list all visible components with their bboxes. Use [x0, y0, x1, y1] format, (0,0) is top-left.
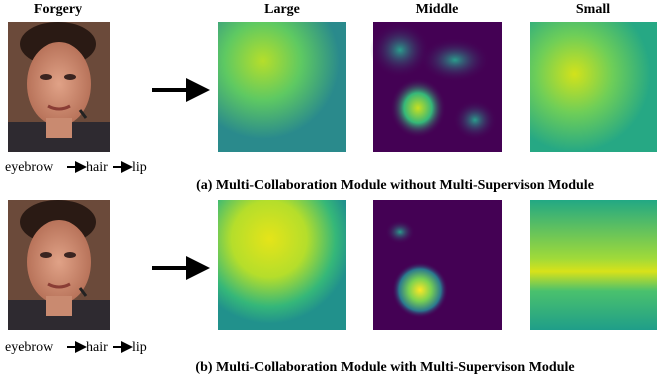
- caption: (b) Multi-Collaboration Module with Mult…: [195, 360, 574, 375]
- heatmap-large: [218, 200, 346, 330]
- sequence-word: hair: [86, 340, 108, 355]
- sequence-word: lip: [132, 340, 147, 355]
- column-header: Large: [264, 2, 300, 17]
- column-header: Middle: [416, 2, 459, 17]
- heatmap-small: [530, 200, 657, 330]
- sequence-word: hair: [86, 160, 108, 175]
- caption: (a) Multi-Collaboration Module without M…: [196, 178, 594, 193]
- forgery-image: [8, 200, 110, 330]
- sequence-word: eyebrow: [5, 160, 54, 175]
- heatmap-small: [530, 22, 657, 152]
- sequence-word: lip: [132, 160, 147, 175]
- sequence-word: eyebrow: [5, 340, 54, 355]
- forgery-image: [8, 22, 110, 152]
- figure: Forgery Large Middle Small eyebrow hair …: [0, 0, 657, 383]
- heatmap-large: [218, 22, 346, 152]
- heatmap-middle: [373, 200, 502, 330]
- heatmap-middle: [370, 22, 502, 152]
- column-header: Forgery: [34, 2, 82, 17]
- column-header: Small: [576, 2, 610, 17]
